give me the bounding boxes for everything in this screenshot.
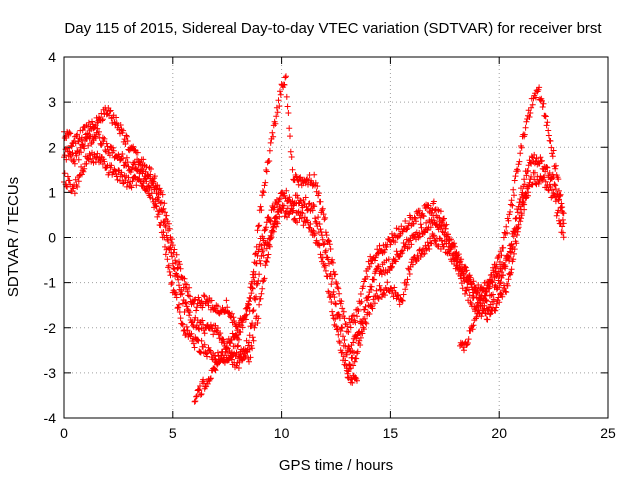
x-tick-label: 15 [383, 425, 399, 441]
y-tick-label: -4 [44, 410, 57, 426]
x-tick-label: 25 [600, 425, 616, 441]
series-trace-d [191, 204, 284, 405]
y-tick-label: -2 [44, 320, 57, 336]
grid [64, 57, 608, 418]
x-tick-label: 10 [274, 425, 290, 441]
data-points [61, 73, 567, 405]
y-tick-label: 1 [48, 184, 56, 200]
point-marks-trace-f [457, 182, 532, 354]
x-tick-label: 20 [491, 425, 507, 441]
point-marks-trace-d [191, 204, 284, 405]
y-tick-labels: -4 -3 -2 -1 0 1 2 3 4 [44, 49, 57, 426]
x-axis-label: GPS time / hours [279, 457, 393, 474]
x-tick-labels: 0 5 10 15 20 25 [60, 425, 616, 441]
y-tick-label: -1 [44, 275, 57, 291]
chart-title: Day 115 of 2015, Sidereal Day-to-day VTE… [64, 20, 602, 37]
y-tick-label: -3 [44, 365, 57, 381]
y-tick-label: 3 [48, 94, 56, 110]
point-marks-trace-e [343, 365, 360, 386]
y-tick-label: 0 [48, 230, 56, 246]
plot-frame [63, 56, 609, 419]
x-tick-label: 5 [169, 425, 177, 441]
series-trace-f [457, 182, 532, 354]
series-trace-e [343, 365, 360, 386]
x-tick-label: 0 [60, 425, 68, 441]
y-axis-label: SDTVAR / TECUs [5, 177, 22, 297]
y-tick-label: 2 [48, 139, 56, 155]
y-tick-label: 4 [48, 49, 56, 65]
